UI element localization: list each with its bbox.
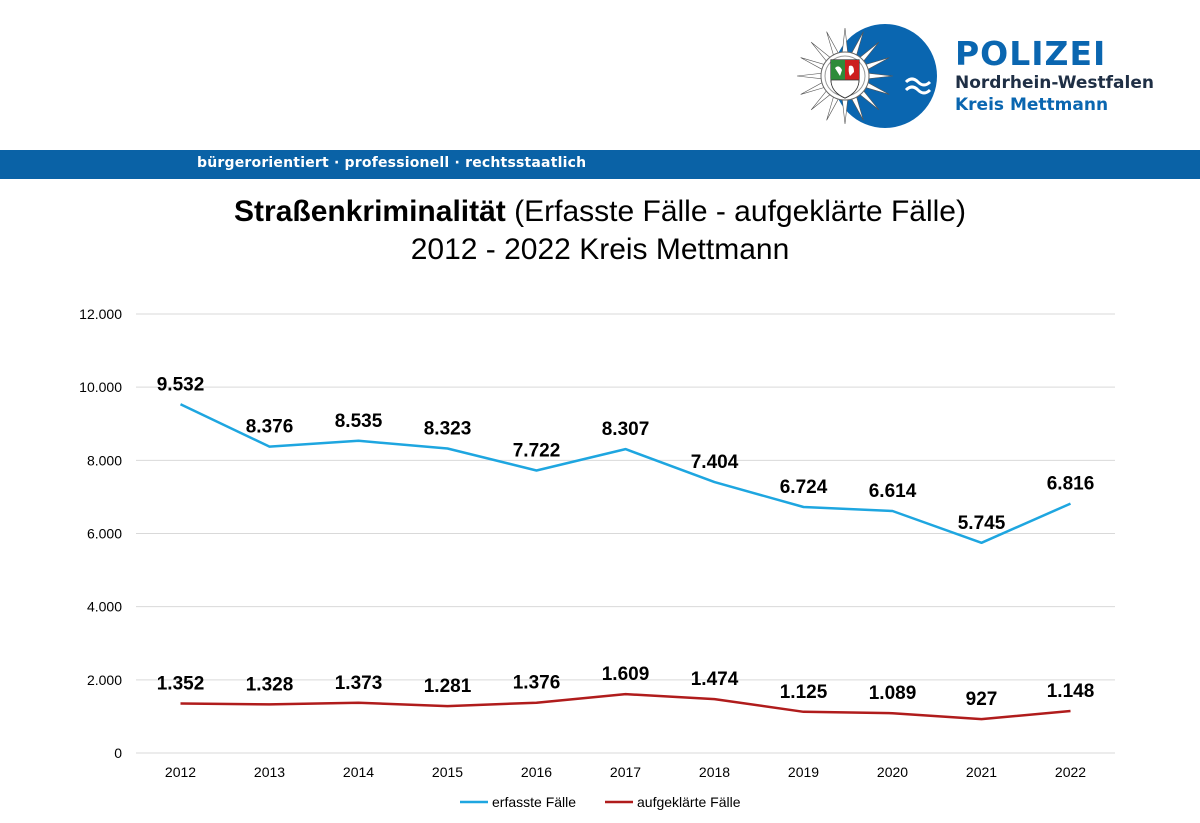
x-tick-label: 2019 [788, 764, 819, 780]
data-label: 7.404 [691, 452, 739, 473]
brand-state: Nordrhein-Westfalen [955, 73, 1154, 93]
y-tick-label: 8.000 [87, 452, 122, 468]
tagline-band: bürgerorientiert · professionell · recht… [0, 150, 1200, 179]
data-label: 8.323 [424, 419, 472, 440]
legend-label: aufgeklärte Fälle [637, 794, 741, 810]
data-label: 1.352 [157, 674, 205, 695]
data-label: 1.609 [602, 664, 650, 685]
series-line-aufgeklaerte [180, 692, 1071, 721]
data-label: 1.125 [780, 682, 828, 703]
x-tick-label: 2013 [254, 764, 285, 780]
x-tick-label: 2022 [1055, 764, 1086, 780]
data-label: 8.376 [246, 417, 294, 438]
data-label: 927 [966, 689, 998, 710]
y-tick-label: 10.000 [79, 379, 122, 395]
series-line-erfasste [179, 403, 1072, 545]
y-tick-label: 2.000 [87, 672, 122, 688]
tagline: bürgerorientiert · professionell · recht… [197, 155, 587, 171]
x-tick-label: 2017 [610, 764, 641, 780]
data-label: 1.089 [869, 683, 917, 704]
x-tick-label: 2021 [966, 764, 997, 780]
x-tick-label: 2014 [343, 764, 374, 780]
data-label: 8.535 [335, 411, 383, 432]
chart-subtitle: 2012 - 2022 Kreis Mettmann [410, 233, 790, 266]
data-label: 1.376 [513, 673, 561, 694]
y-tick-label: 0 [114, 745, 122, 761]
chart-title-bold: Straßenkriminalität [234, 195, 506, 228]
data-label: 1.474 [691, 669, 739, 690]
legend-label: erfasste Fälle [492, 794, 576, 810]
x-tick-label: 2018 [699, 764, 730, 780]
data-label: 1.281 [424, 676, 472, 697]
brand-title: POLIZEI [955, 34, 1107, 73]
data-label: 1.373 [335, 673, 383, 694]
brand-text: POLIZEI Nordrhein-Westfalen Kreis Mettma… [955, 36, 1154, 116]
data-label: 8.307 [602, 419, 650, 440]
x-tick-label: 2015 [432, 764, 463, 780]
x-tick-label: 2012 [165, 764, 196, 780]
data-label: 7.722 [513, 441, 561, 462]
brand-district: Kreis Mettmann [955, 95, 1109, 115]
data-label: 6.614 [869, 481, 917, 502]
data-label: 1.328 [246, 674, 294, 695]
y-tick-label: 4.000 [87, 599, 122, 615]
data-label: 6.724 [780, 477, 828, 498]
data-label: 5.745 [958, 513, 1006, 534]
y-tick-label: 12.000 [79, 306, 122, 322]
data-label: 9.532 [157, 374, 205, 395]
star-ray [796, 72, 824, 80]
chart-title: Straßenkriminalität (Erfasste Fälle - au… [0, 193, 1200, 269]
line-chart: 0 2.000 4.000 6.000 8.000 10.000 12.000 2012 201… [79, 306, 1115, 810]
y-tick-label: 6.000 [87, 526, 122, 542]
x-tick-label: 2016 [521, 764, 552, 780]
police-logo [790, 24, 1150, 128]
x-tick-label: 2020 [877, 764, 908, 780]
data-label: 6.816 [1047, 474, 1095, 495]
police-star-emblem-icon [796, 24, 937, 128]
data-label: 1.148 [1047, 681, 1095, 702]
chart-title-rest: (Erfasste Fälle - aufgeklärte Fälle) [514, 195, 966, 228]
